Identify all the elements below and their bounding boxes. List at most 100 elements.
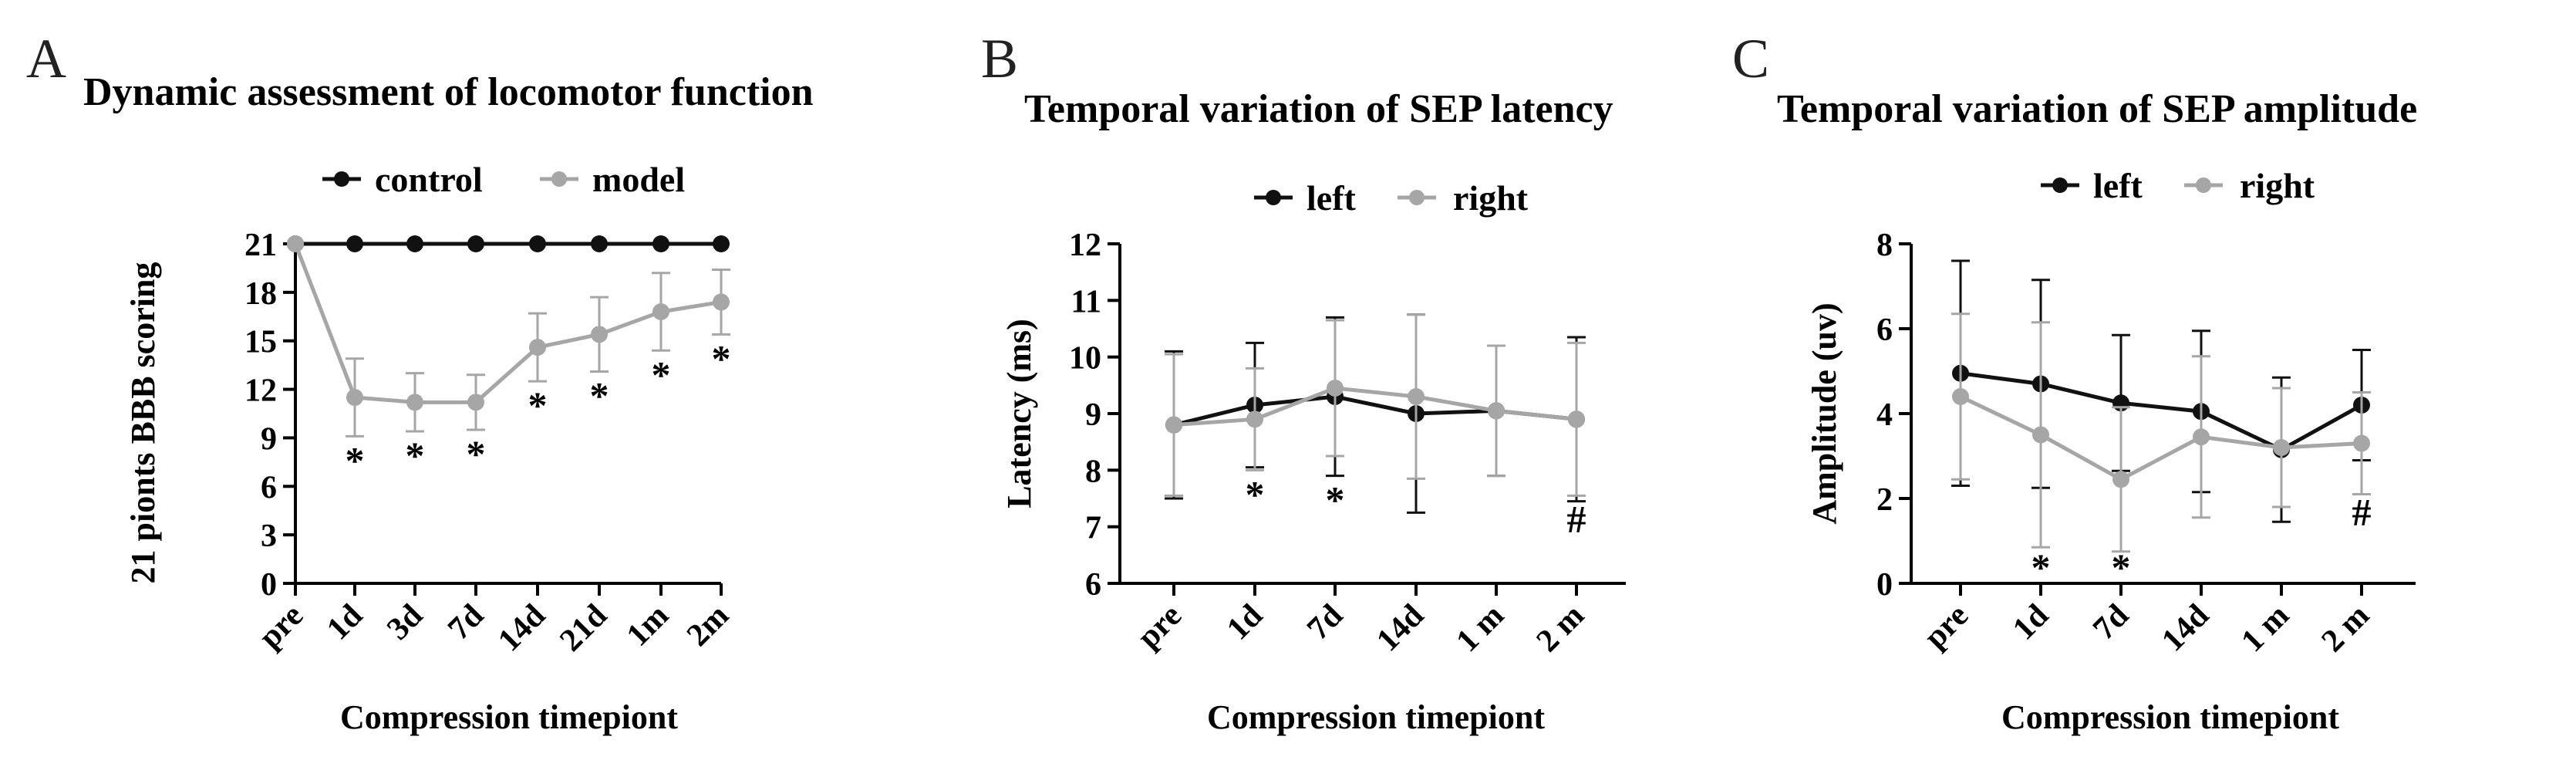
x-axis-a: pre 1d 3d 7d 14d 21d 1m 2m Compression t… <box>252 582 736 736</box>
panel-letter-b: B <box>981 28 1018 90</box>
series-line <box>1960 371 2363 452</box>
series-line <box>1173 386 1577 427</box>
series-line <box>1959 394 2362 482</box>
series-right <box>1165 313 1586 497</box>
y-axis-b: 6 7 8 9 10 11 12 Latency (ms) <box>1000 228 1121 603</box>
y-tick-label: 18 <box>244 276 277 312</box>
data-point <box>1408 388 1425 405</box>
significance-marker: * <box>590 374 609 417</box>
x-ticks-a: pre 1d 3d 7d 14d 21d 1m 2m <box>252 583 736 658</box>
x-tick-label: 1d <box>2006 598 2055 647</box>
x-tick-label: 14d <box>1370 598 1431 659</box>
panel-b: B Temporal variation of SEP latency left… <box>981 28 1626 736</box>
plot-area-b: * * # <box>1165 313 1586 541</box>
significance-marker: * <box>528 384 548 427</box>
series-line <box>293 243 722 404</box>
data-point <box>1165 416 1182 434</box>
legend-label-right: right <box>1453 178 1529 218</box>
data-point <box>2112 471 2129 488</box>
x-tick-label: 3d <box>380 598 430 647</box>
x-tick-label: 1 m <box>1450 598 1512 660</box>
x-ticks-b: pre 1d 7d 14d 1 m 2 m <box>1131 583 1591 659</box>
data-point <box>467 235 484 252</box>
legend-label-right: right <box>2240 166 2315 205</box>
y-axis-label-b: Latency (ms) <box>1000 319 1038 509</box>
data-point <box>529 339 546 356</box>
x-tick-label: 14d <box>2155 598 2216 659</box>
data-point <box>713 293 730 311</box>
data-point <box>2193 428 2210 446</box>
data-point <box>529 235 546 252</box>
x-ticks-c: pre 1d 7d 14d 1 m 2 m <box>1917 583 2376 659</box>
significance-marker: # <box>1567 498 1586 541</box>
panel-letter-a: A <box>26 28 66 90</box>
y-tick-label: 12 <box>244 373 277 409</box>
chart-title-a: Dynamic assessment of locomotor function <box>83 70 814 114</box>
data-point <box>406 235 423 252</box>
data-point <box>591 326 608 343</box>
y-tick-label: 0 <box>1876 567 1893 603</box>
y-axis-label-c: Amplitude (uv) <box>1806 302 1843 524</box>
chart-title-c: Temporal variation of SEP amplitude <box>1777 87 2417 131</box>
y-axis-c: 0 2 4 6 8 Amplitude (uv) <box>1806 228 1913 603</box>
y-tick-label: 8 <box>1876 228 1893 263</box>
data-point <box>713 235 730 252</box>
y-tick-label: 6 <box>1085 567 1101 603</box>
data-point <box>467 394 484 411</box>
series-right <box>1951 313 2371 553</box>
significance-marker: * <box>1326 478 1345 522</box>
y-axis-label-a: 21 pionts BBB scoring <box>124 262 162 584</box>
x-axis-b: pre 1d 7d 14d 1 m 2 m Compression timepi… <box>1120 582 1626 736</box>
data-point <box>1327 380 1344 397</box>
y-tick-label: 6 <box>261 470 277 505</box>
panel-c: C Temporal variation of SEP amplitude le… <box>1732 28 2417 736</box>
x-axis-c: pre 1d 7d 14d 1 m 2 m Compression timepi… <box>1911 582 2416 736</box>
data-point <box>1568 411 1585 428</box>
y-tick-label: 15 <box>244 325 277 360</box>
data-point <box>2353 434 2370 452</box>
legend-marker-right <box>1409 190 1425 205</box>
x-tick-label: 1 m <box>2235 598 2297 660</box>
data-point <box>406 394 423 411</box>
x-axis-label-c: Compression timepiont <box>2001 698 2339 736</box>
y-tick-label: 0 <box>261 567 277 603</box>
data-point <box>1488 402 1505 420</box>
y-ticks-a: 0 3 6 9 12 15 18 21 <box>244 228 295 603</box>
significance-marker: * <box>406 434 425 477</box>
y-tick-label: 11 <box>1071 284 1101 319</box>
significance-marker: * <box>346 438 365 481</box>
x-tick-label: 7d <box>441 598 491 647</box>
legend-marker-right <box>2196 177 2211 193</box>
significance-marker: # <box>2352 491 2372 534</box>
legend-marker-control <box>334 171 349 187</box>
y-ticks-b: 6 7 8 9 10 11 12 <box>1069 228 1120 603</box>
x-tick-label: 1d <box>1220 598 1269 647</box>
x-tick-label: 14d <box>491 598 552 659</box>
x-tick-label: 2 m <box>1530 598 1592 660</box>
data-point <box>591 235 608 252</box>
y-tick-label: 10 <box>1069 341 1101 377</box>
legend-label-model: model <box>592 160 685 199</box>
data-point <box>287 235 304 252</box>
data-point <box>652 303 669 320</box>
series-control <box>287 235 730 252</box>
y-axis-a: 0 3 6 9 12 15 18 21 21 pionts BBB scorin… <box>124 228 297 603</box>
plot-area-a: * * * * * * * <box>287 235 731 481</box>
legend-c: left right <box>2041 166 2315 205</box>
legend-marker-left <box>1266 190 1281 205</box>
y-tick-label: 4 <box>1876 397 1893 433</box>
x-tick-label: 7d <box>1300 598 1350 647</box>
legend-a: control model <box>322 160 685 199</box>
x-tick-label: 2 m <box>2315 598 2377 660</box>
x-axis-label-a: Compression timepiont <box>340 698 678 736</box>
x-tick-label: 21d <box>553 598 614 659</box>
y-tick-label: 21 <box>244 228 277 263</box>
panel-letter-c: C <box>1732 28 1769 90</box>
series-model <box>287 235 730 438</box>
significance-marker: * <box>467 432 486 475</box>
data-point <box>346 235 363 252</box>
plot-area-c: * * # <box>1951 259 2372 589</box>
x-tick-label: pre <box>1131 598 1189 656</box>
y-tick-label: 7 <box>1085 511 1101 546</box>
